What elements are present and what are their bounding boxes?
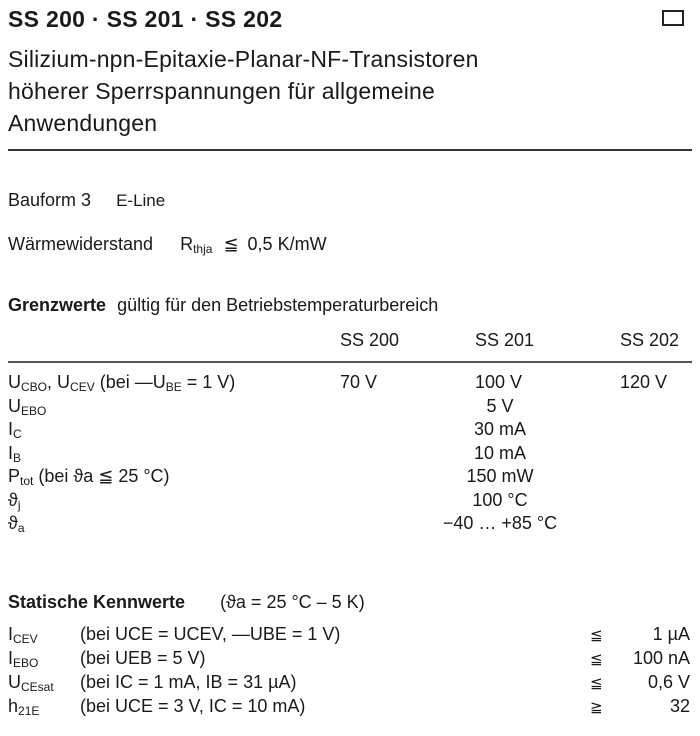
column-ss202: SS 202 xyxy=(620,330,680,350)
waerme-relation: ≦ xyxy=(223,234,239,254)
table-row-label: ϑa xyxy=(8,513,25,535)
table-row-label: UEBO xyxy=(8,395,47,418)
waerme-symbol: R xyxy=(180,234,194,254)
param-condition: (bei UCE = 3 V, IC = 10 mA) xyxy=(80,696,306,716)
statische-condition: (ϑa = 25 °C – 5 K) xyxy=(220,592,365,612)
bauform-value: E-Line xyxy=(116,191,166,210)
param-symbol: ICEV xyxy=(8,624,38,646)
symbol-subscript: CEV xyxy=(13,632,38,646)
symbol-subscript: C xyxy=(13,427,22,441)
grenzwerte-subtitle: gültig für den Betriebstemperaturbereich xyxy=(117,295,439,315)
param-value: 32 xyxy=(669,696,690,716)
symbol-subscript: EBO xyxy=(21,403,47,418)
relation-symbol: ≦ xyxy=(590,651,603,668)
table-cell-value: 70 V xyxy=(340,372,378,392)
param-value: 100 nA xyxy=(632,648,690,668)
param-value: 0,6 V xyxy=(647,672,690,692)
table-cell-value: 150 mW xyxy=(466,466,534,486)
param-condition: (bei UCE = UCEV, —UBE = 1 V) xyxy=(80,624,341,644)
table-divider xyxy=(8,361,692,363)
grenzwerte-heading: Grenzwerte gültig für den Betriebstemper… xyxy=(8,295,438,316)
relation-symbol: ≦ xyxy=(590,675,603,692)
param-symbol: IEBO xyxy=(8,648,39,670)
symbol-subscript: B xyxy=(13,450,22,465)
table-row-label: UCBO, UCEV (bei —UBE = 1 V) xyxy=(8,372,236,394)
param-value: 1 µA xyxy=(652,624,690,644)
table-cell-value: 10 mA xyxy=(473,442,527,463)
waermewiderstand: Wärmewiderstand Rthja ≦ 0,5 K/mW xyxy=(8,234,327,256)
table-cell-value: −40 … +85 °C xyxy=(442,513,558,533)
relation-symbol: ≧ xyxy=(590,699,603,716)
table-cell-value: 5 V xyxy=(486,395,514,416)
table-row-label: ϑj xyxy=(8,489,21,512)
param-condition: (bei IC = 1 mA, IB = 31 µA) xyxy=(80,672,297,692)
waerme-value: 0,5 K/mW xyxy=(247,234,327,254)
table-cell-value: 100 °C xyxy=(472,489,528,510)
table-row-label: Ptot (bei ϑa ≦ 25 °C) xyxy=(8,466,170,488)
divider xyxy=(8,149,692,151)
table-cell-value: 120 V xyxy=(620,372,668,392)
subtitle-line-3: Anwendungen xyxy=(8,110,158,136)
subtitle-line-1: Silizium-npn-Epitaxie-Planar-NF-Transist… xyxy=(8,46,479,72)
statische-heading: Statische Kennwerte (ϑa = 25 °C – 5 K) xyxy=(8,592,365,613)
symbol-subscript: j xyxy=(17,497,21,512)
waerme-symbol-sub: thja xyxy=(193,242,213,256)
param-symbol: UCEsat xyxy=(8,672,54,694)
column-ss201: SS 201 xyxy=(475,330,535,350)
bauform-label: Bauform 3 xyxy=(8,190,92,210)
relation-symbol: ≦ xyxy=(590,627,603,644)
table-cell-value: 30 mA xyxy=(473,419,527,439)
table-row-label: IC xyxy=(8,419,22,441)
symbol-subscript: CEsat xyxy=(21,680,54,694)
param-condition: (bei UEB = 5 V) xyxy=(80,648,206,668)
checkbox-square-icon xyxy=(662,10,684,26)
waerme-label: Wärmewiderstand xyxy=(8,234,154,254)
bauform: Bauform 3 E-Line xyxy=(8,190,165,211)
column-ss200: SS 200 xyxy=(340,330,400,350)
table-row-label: IB xyxy=(8,442,22,465)
symbol-subscript: a xyxy=(17,521,25,535)
subtitle-line-2: höherer Sperrspannungen für allgemeine xyxy=(8,78,435,104)
table-cell-value: 100 V xyxy=(475,372,523,392)
symbol-subscript: tot xyxy=(20,474,34,488)
statische-title: Statische Kennwerte xyxy=(8,592,186,612)
symbol-subscript: EBO xyxy=(13,656,39,670)
param-symbol: h21E xyxy=(8,696,40,718)
page-title: SS 200 · SS 201 · SS 202 xyxy=(8,6,283,32)
symbol-subscript: 21E xyxy=(18,704,40,718)
grenzwerte-title: Grenzwerte xyxy=(8,295,107,315)
